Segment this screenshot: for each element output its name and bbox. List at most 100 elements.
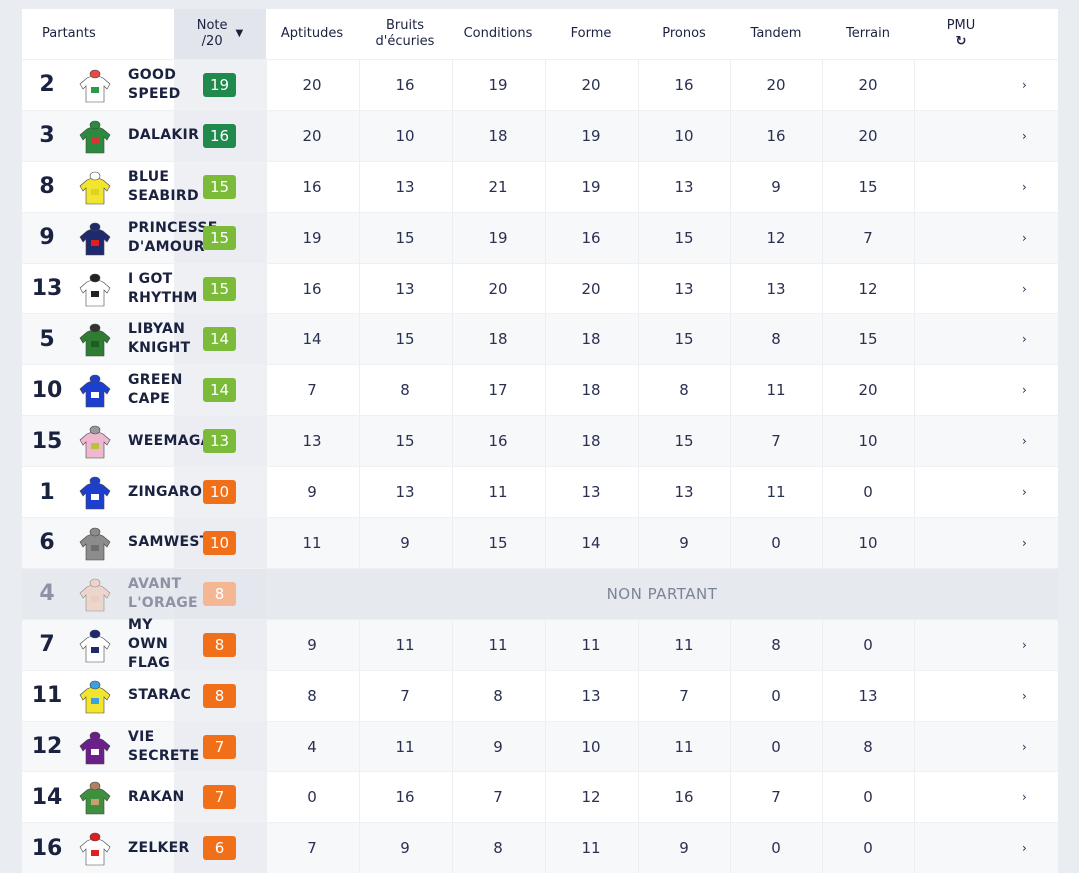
horse-name[interactable]: GOOD SPEED <box>128 66 181 102</box>
score-cell: 12 <box>581 788 601 807</box>
column-divider <box>359 365 360 416</box>
horse-name[interactable]: LIBYAN KNIGHT <box>128 321 191 357</box>
table-row[interactable]: 14 RAKAN 7 0 16 7 12 16 7 0 › <box>22 771 1058 823</box>
row-chevron-right-icon[interactable]: › <box>1022 128 1027 143</box>
score-cell: 20 <box>858 126 878 145</box>
row-chevron-right-icon[interactable]: › <box>1022 332 1027 347</box>
table-row[interactable]: 15 WEEMAGA 13 13 15 16 18 15 7 10 › <box>22 415 1058 467</box>
score-cell: 14 <box>581 533 601 552</box>
column-divider <box>822 467 823 518</box>
horse-name[interactable]: I GOT RHYTHM <box>128 270 198 306</box>
runner-number: 7 <box>39 632 55 658</box>
column-divider <box>266 314 267 365</box>
column-divider <box>822 212 823 263</box>
score-cell: 0 <box>771 839 781 858</box>
horse-name[interactable]: SAMWEST <box>128 534 210 551</box>
horse-name[interactable]: GREEN CAPE <box>128 372 183 408</box>
row-chevron-right-icon[interactable]: › <box>1022 790 1027 805</box>
header-col-1[interactable]: Bruits d'écuries <box>375 18 435 49</box>
header-col-3[interactable]: Forme <box>570 26 612 41</box>
score-cell: 8 <box>863 737 873 756</box>
row-chevron-right-icon[interactable]: › <box>1022 77 1027 92</box>
note-badge: 19 <box>203 73 236 97</box>
note-badge: 16 <box>203 123 236 148</box>
score-cell: 16 <box>302 279 322 298</box>
score-cell: 18 <box>488 126 508 145</box>
score-cell: 8 <box>307 686 317 705</box>
jockey-silk-icon <box>78 322 112 358</box>
header-col-5[interactable]: Tandem <box>750 26 802 41</box>
horse-name[interactable]: AVANT L'ORAGE <box>128 575 198 611</box>
column-divider <box>545 772 546 823</box>
note-badge: 6 <box>203 836 236 861</box>
header-col-4[interactable]: Pronos <box>662 26 706 41</box>
header-note-sort[interactable]: Note /20 ▼ <box>174 9 266 59</box>
table-row[interactable]: 6 SAMWEST 10 11 9 15 14 9 0 10 › <box>22 517 1058 568</box>
table-row[interactable]: 13 I GOT RHYTHM 15 16 13 20 20 13 13 12 › <box>22 262 1058 314</box>
column-divider <box>914 110 915 161</box>
row-chevron-right-icon[interactable]: › <box>1022 281 1027 296</box>
table-row[interactable]: 10 GREEN CAPE 14 7 8 17 18 8 11 20 › <box>22 364 1058 416</box>
score-cell: 13 <box>674 279 694 298</box>
column-divider <box>266 670 267 721</box>
header-col-2[interactable]: Conditions <box>463 26 533 41</box>
table-row[interactable]: 16 ZELKER 6 7 9 8 11 9 0 0 › <box>22 822 1058 873</box>
row-chevron-right-icon[interactable]: › <box>1022 739 1027 754</box>
row-chevron-right-icon[interactable]: › <box>1022 434 1027 449</box>
score-cell: 7 <box>771 788 781 807</box>
header-col-6[interactable]: Terrain <box>845 26 890 41</box>
column-divider <box>730 161 731 212</box>
row-chevron-right-icon[interactable]: › <box>1022 688 1027 703</box>
table-row[interactable]: 7 MY OWN FLAG 8 9 11 11 11 11 8 0 › <box>22 617 1058 672</box>
horse-name[interactable]: WEEMAGA <box>128 432 212 449</box>
table-row[interactable]: 9 PRINCESSE D'AMOUR 15 19 15 19 16 15 12 7 › <box>22 211 1058 263</box>
column-divider <box>638 518 639 568</box>
column-divider <box>638 416 639 467</box>
horse-name[interactable]: ZELKER <box>128 839 190 856</box>
row-chevron-right-icon[interactable]: › <box>1022 535 1027 550</box>
column-divider <box>359 263 360 314</box>
score-cell: 13 <box>766 279 786 298</box>
column-divider <box>359 721 360 772</box>
table-row[interactable]: 12 VIE SECRETE 7 4 11 9 10 11 0 8 › <box>22 720 1058 772</box>
horse-name[interactable]: RAKAN <box>128 788 185 805</box>
horse-name[interactable]: BLUE SEABIRD <box>128 168 199 204</box>
score-cell: 20 <box>302 75 322 94</box>
table-row[interactable]: 2 GOOD SPEED 19 20 16 19 20 16 20 20 › <box>22 59 1058 110</box>
column-divider <box>266 60 267 110</box>
row-chevron-right-icon[interactable]: › <box>1022 179 1027 194</box>
horse-name[interactable]: VIE SECRETE <box>128 728 200 764</box>
horse-name[interactable]: STARAC <box>128 687 192 704</box>
score-cell: 13 <box>302 432 322 451</box>
horse-name[interactable]: ZINGARO <box>128 483 203 500</box>
table-row[interactable]: 11 STARAC 8 8 7 8 13 7 0 13 › <box>22 669 1058 721</box>
score-cell: 8 <box>493 686 503 705</box>
row-chevron-right-icon[interactable]: › <box>1022 383 1027 398</box>
table-row[interactable]: 5 LIBYAN KNIGHT 14 14 15 18 18 15 8 15 › <box>22 313 1058 365</box>
row-chevron-right-icon[interactable]: › <box>1022 485 1027 500</box>
horse-name[interactable]: DALAKIR <box>128 127 200 144</box>
score-cell: 20 <box>488 279 508 298</box>
column-divider <box>730 467 731 518</box>
horse-name[interactable]: MY OWN FLAG <box>128 617 171 672</box>
header-col-0[interactable]: Aptitudes <box>280 26 344 41</box>
row-chevron-right-icon[interactable]: › <box>1022 637 1027 652</box>
jockey-silk-icon <box>78 272 112 308</box>
score-cell: 17 <box>488 381 508 400</box>
note-badge: 8 <box>203 632 236 657</box>
table-row-non-partant[interactable]: 4 AVANT L'ORAGE 8 NON PARTANT <box>22 567 1058 619</box>
column-divider <box>914 467 915 518</box>
row-chevron-right-icon[interactable]: › <box>1022 230 1027 245</box>
score-cell: 18 <box>488 330 508 349</box>
score-cell: 7 <box>307 381 317 400</box>
column-divider <box>638 263 639 314</box>
table-row[interactable]: 1 ZINGARO 10 9 13 11 13 13 11 0 › <box>22 466 1058 518</box>
horse-name[interactable]: PRINCESSE D'AMOUR <box>128 219 218 255</box>
header-pmu[interactable]: PMU ↻ <box>915 9 1007 59</box>
jockey-silk-icon <box>78 373 112 409</box>
table-row[interactable]: 3 DALAKIR 16 20 10 18 19 10 16 20 › <box>22 109 1058 161</box>
table-row[interactable]: 8 BLUE SEABIRD 15 16 13 21 19 13 9 15 › <box>22 160 1058 212</box>
score-cell: 16 <box>581 228 601 247</box>
row-chevron-right-icon[interactable]: › <box>1022 841 1027 856</box>
score-cell: 16 <box>395 788 415 807</box>
